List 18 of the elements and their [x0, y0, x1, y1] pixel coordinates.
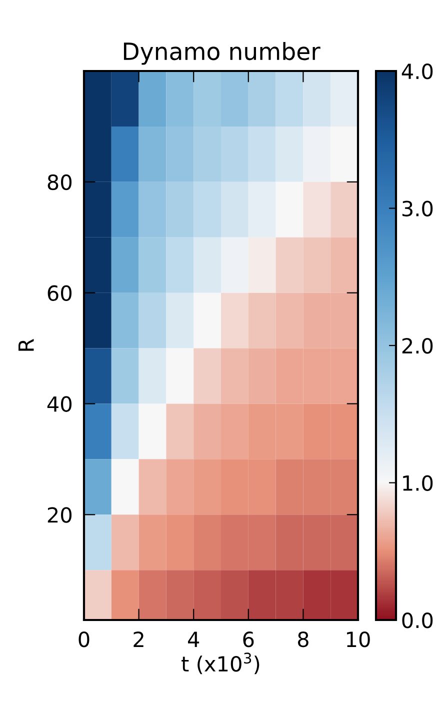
x-axis-title: t (x10$^{3}$)	[182, 652, 260, 674]
x-tick-label: 10	[347, 631, 370, 648]
color-bar-label: 0.0	[402, 612, 433, 628]
y-tick-label: 40	[47, 396, 72, 412]
x-tick-label: 2	[134, 631, 144, 647]
color-bar-label: 4.0	[402, 63, 433, 80]
color-bar-label: 2.0	[402, 338, 433, 354]
y-axis-title: R	[18, 338, 34, 351]
color-bar-label: 3.0	[402, 200, 433, 216]
x-tick-label: 0	[78, 631, 90, 648]
x-tick-label: 6	[243, 631, 254, 648]
y-tick-label: 60	[48, 285, 72, 302]
y-tick-label: 80	[48, 174, 72, 190]
x-tick-label: 8	[298, 631, 308, 648]
x-tick-label: 4	[188, 632, 200, 647]
color-bar-label: 1.0	[403, 475, 433, 491]
chart-title: Dynamo number	[124, 42, 320, 65]
y-tick-label: 20	[48, 507, 72, 523]
